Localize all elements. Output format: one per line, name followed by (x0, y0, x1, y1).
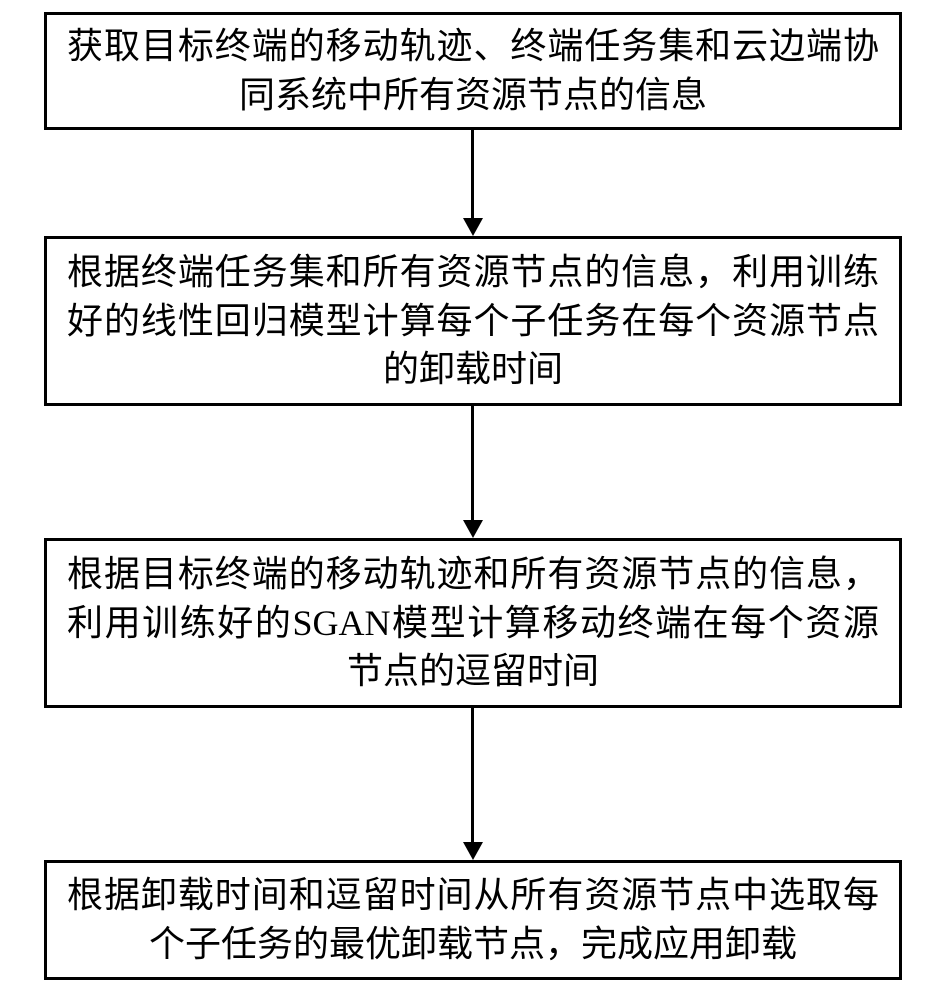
flow-box-1: 获取目标终端的移动轨迹、终端任务集和云边端协同系统中所有资源节点的信息 (44, 12, 902, 130)
arrow-2-head (463, 520, 483, 538)
flowchart-canvas: 获取目标终端的移动轨迹、终端任务集和云边端协同系统中所有资源节点的信息 根据终端… (0, 0, 948, 1000)
arrow-3-line (471, 708, 474, 842)
arrow-3-head (463, 842, 483, 860)
flow-box-3-text: 根据目标终端的移动轨迹和所有资源节点的信息，利用训练好的SGAN模型计算移动终端… (67, 550, 879, 696)
flow-box-2-text: 根据终端任务集和所有资源节点的信息，利用训练好的线性回归模型计算每个子任务在每个… (67, 248, 879, 394)
arrow-2-line (471, 406, 474, 520)
arrow-1-head (463, 218, 483, 236)
arrow-1-line (471, 130, 474, 218)
flow-box-3: 根据目标终端的移动轨迹和所有资源节点的信息，利用训练好的SGAN模型计算移动终端… (44, 538, 902, 708)
flow-box-4: 根据卸载时间和逗留时间从所有资源节点中选取每个子任务的最优卸载节点，完成应用卸载 (44, 860, 902, 980)
flow-box-1-text: 获取目标终端的移动轨迹、终端任务集和云边端协同系统中所有资源节点的信息 (67, 22, 879, 119)
flow-box-2: 根据终端任务集和所有资源节点的信息，利用训练好的线性回归模型计算每个子任务在每个… (44, 236, 902, 406)
flow-box-4-text: 根据卸载时间和逗留时间从所有资源节点中选取每个子任务的最优卸载节点，完成应用卸载 (67, 871, 879, 968)
